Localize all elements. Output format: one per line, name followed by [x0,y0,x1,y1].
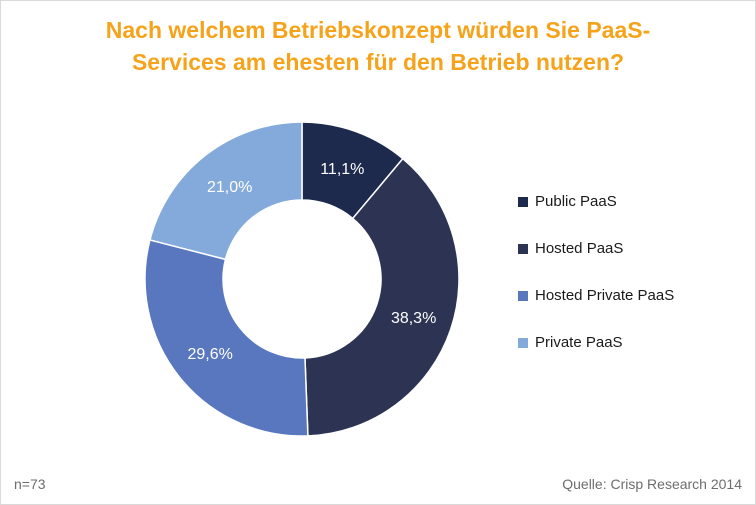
donut-slices [144,121,460,437]
donut-slice-hosted-private-paas [144,239,309,437]
legend-swatch-hosted-paas [518,243,528,254]
legend-item-hosted-paas: Hosted PaaS [518,237,674,260]
legend-swatch-private-paas [518,337,528,348]
legend-swatch-hosted-private-paas [518,290,528,301]
value-label-public-paas: 11,1% [320,161,364,178]
legend-item-hosted-private-paas: Hosted Private PaaS [518,284,674,307]
chart-title-line-2: Services am ehesten für den Betrieb nutz… [131,49,625,75]
legend-label-private-paas: Private PaaS [535,334,623,351]
sample-size: n=73 [14,476,46,492]
legend-item-private-paas: Private PaaS [518,331,674,354]
legend-label-public-paas: Public PaaS [535,193,617,210]
value-label-private-paas: 21,0% [207,179,252,196]
legend-label-hosted-paas: Hosted PaaS [535,240,624,257]
source-note: Quelle: Crisp Research 2014 [562,476,742,492]
donut-value-labels: 11,1% 38,3% 29,6% 21,0% [187,161,436,363]
value-label-hosted-paas: 38,3% [391,310,436,327]
chart-title-line-1: Nach welchem Betriebskonzept würden Sie … [105,17,651,43]
legend-item-public-paas: Public PaaS [518,190,674,213]
chart-legend: Public PaaS Hosted PaaS Hosted Private P… [518,190,674,378]
donut-slice-hosted-paas [304,157,460,437]
chart-title: Nach welchem Betriebskonzept würden Sie … [0,14,756,78]
legend-label-hosted-private-paas: Hosted Private PaaS [535,287,675,304]
legend-swatch-public-paas [518,196,528,207]
value-label-hosted-private-paas: 29,6% [187,346,232,363]
donut-slice-private-paas [149,121,303,261]
